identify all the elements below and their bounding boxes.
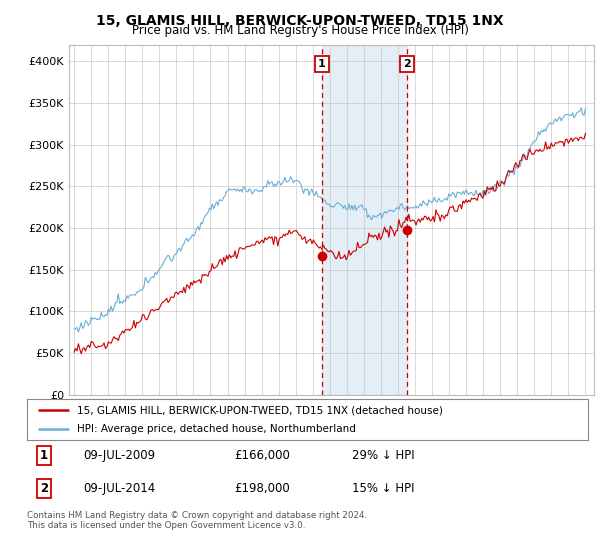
- Text: £166,000: £166,000: [235, 449, 290, 462]
- Text: 1: 1: [318, 59, 325, 69]
- Text: £198,000: £198,000: [235, 482, 290, 495]
- Text: 2: 2: [40, 482, 48, 495]
- Text: Price paid vs. HM Land Registry's House Price Index (HPI): Price paid vs. HM Land Registry's House …: [131, 24, 469, 37]
- Text: 09-JUL-2014: 09-JUL-2014: [83, 482, 155, 495]
- Text: HPI: Average price, detached house, Northumberland: HPI: Average price, detached house, Nort…: [77, 424, 356, 433]
- Text: Contains HM Land Registry data © Crown copyright and database right 2024.
This d: Contains HM Land Registry data © Crown c…: [27, 511, 367, 530]
- Text: 15, GLAMIS HILL, BERWICK-UPON-TWEED, TD15 1NX: 15, GLAMIS HILL, BERWICK-UPON-TWEED, TD1…: [96, 14, 504, 28]
- Text: 29% ↓ HPI: 29% ↓ HPI: [352, 449, 415, 462]
- FancyBboxPatch shape: [27, 399, 588, 440]
- Text: 15% ↓ HPI: 15% ↓ HPI: [352, 482, 415, 495]
- Text: 09-JUL-2009: 09-JUL-2009: [83, 449, 155, 462]
- Text: 2: 2: [403, 59, 411, 69]
- Text: 15, GLAMIS HILL, BERWICK-UPON-TWEED, TD15 1NX (detached house): 15, GLAMIS HILL, BERWICK-UPON-TWEED, TD1…: [77, 405, 443, 415]
- Text: 1: 1: [40, 449, 48, 462]
- Bar: [322, 45, 407, 395]
